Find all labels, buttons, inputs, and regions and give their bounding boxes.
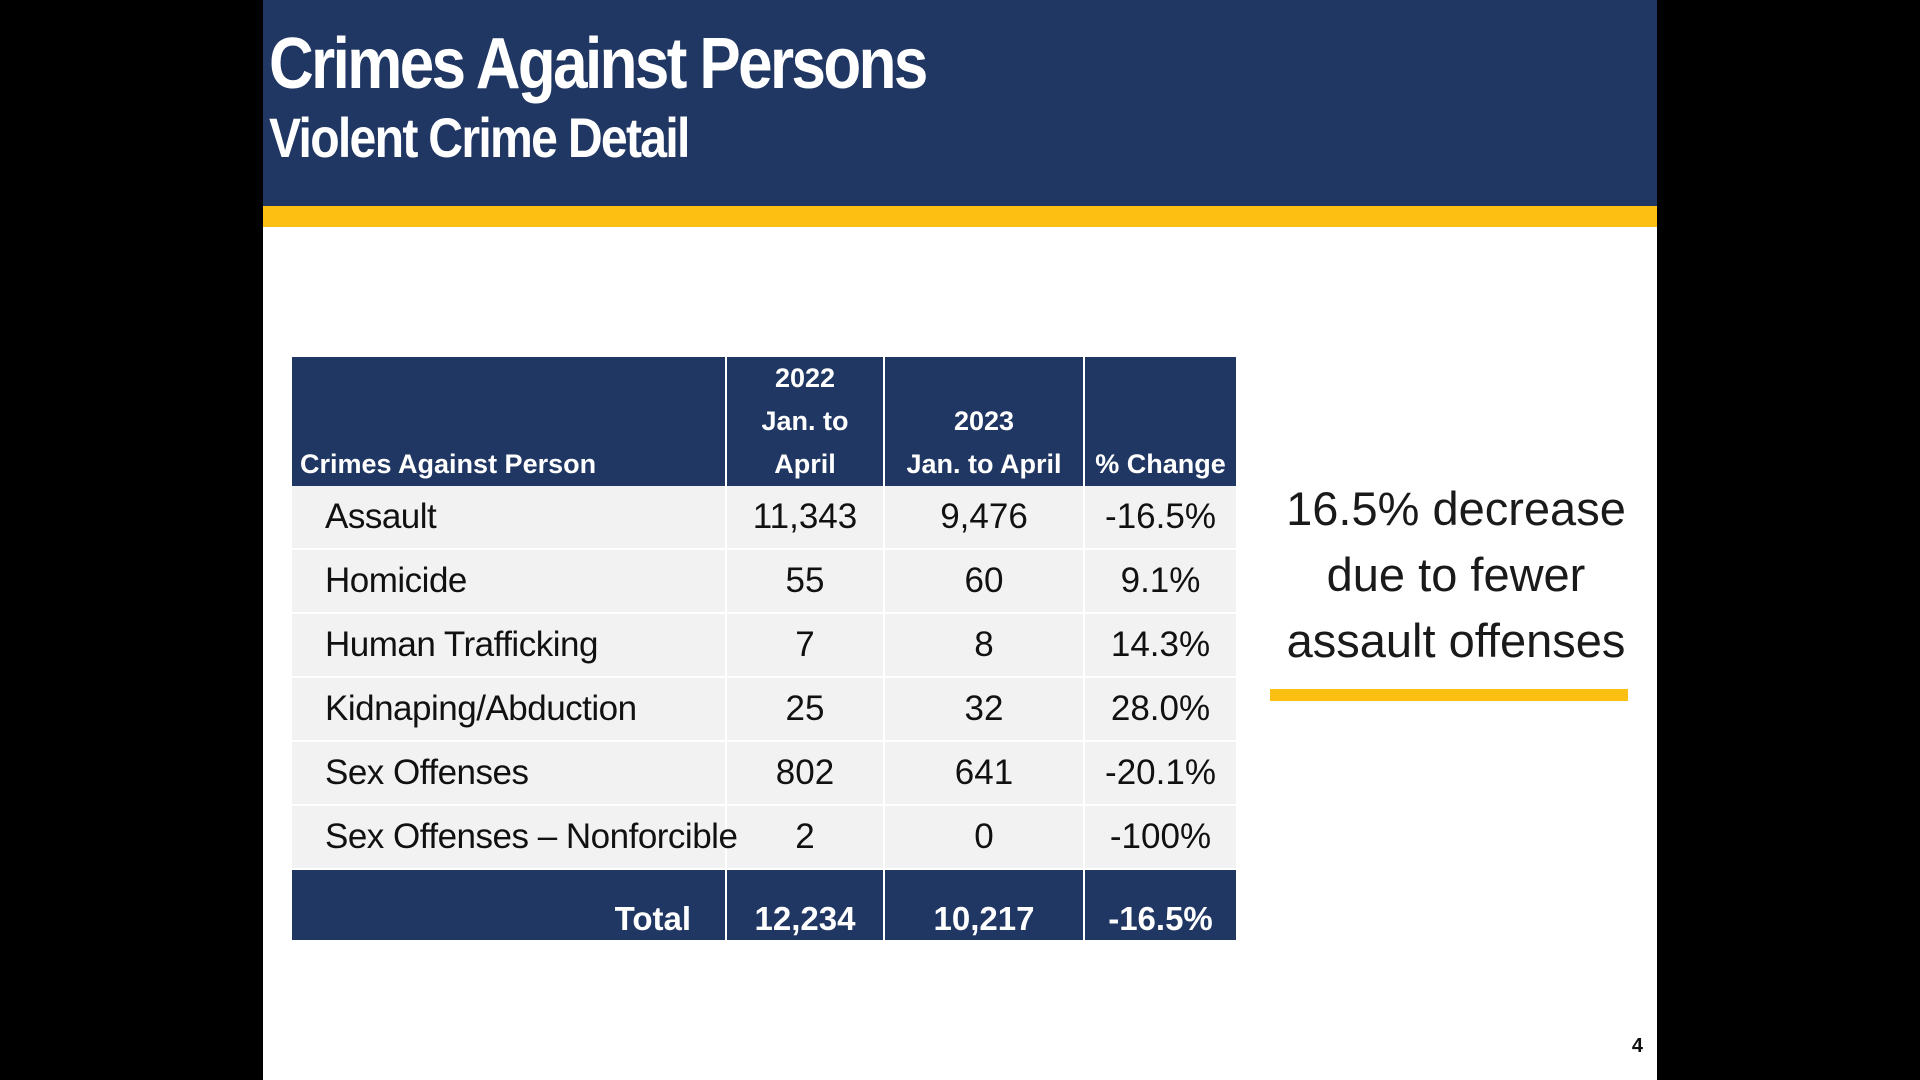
row-value-2022: 11,343 [726,486,885,550]
slide-subtitle: Violent Crime Detail [269,106,690,169]
table-row: Kidnaping/Abduction 25 32 28.0% [292,677,1236,742]
table-row: Human Trafficking 7 8 14.3% [292,613,1236,678]
header-2022: 2022 Jan. to April [726,357,885,486]
row-label: Human Trafficking [292,613,727,678]
row-label: Sex Offenses [292,741,727,806]
header-2022-year: 2022 [774,363,836,393]
row-change: 28.0% [1084,677,1236,742]
row-label: Assault [292,486,727,550]
header-2023: 2023 Jan. to April [884,357,1085,486]
table-total-row: Total 12,234 10,217 -16.5% [292,869,1236,940]
callout: 16.5% decrease due to fewer assault offe… [1271,476,1641,674]
total-value-2023: 10,217 [884,869,1085,940]
callout-line-3: assault offenses [1286,614,1626,667]
callout-line-1: 16.5% decrease [1286,482,1626,535]
slide-header: Crimes Against Persons Violent Crime Det… [263,0,1657,206]
total-value-2022: 12,234 [726,869,885,940]
total-change: -16.5% [1084,869,1236,940]
row-value-2022: 55 [726,549,885,614]
row-value-2023: 8 [884,613,1085,678]
header-2022-period-line2: April [774,449,836,479]
row-change: -100% [1084,805,1236,870]
row-change: 14.3% [1084,613,1236,678]
slide: Crimes Against Persons Violent Crime Det… [263,0,1657,1080]
row-value-2022: 7 [726,613,885,678]
row-change: 9.1% [1084,549,1236,614]
callout-underline [1270,689,1628,701]
header-category: Crimes Against Person [292,357,727,486]
row-value-2023: 0 [884,805,1085,870]
row-value-2023: 32 [884,677,1085,742]
header-2023-period: Jan. to April [906,449,1062,479]
header-2023-year: 2023 [953,406,1015,436]
table-row: Sex Offenses – Nonforcible 2 0 -100% [292,805,1236,870]
row-value-2022: 25 [726,677,885,742]
header-accent-bar [263,206,1657,227]
row-label: Kidnaping/Abduction [292,677,727,742]
row-value-2022: 2 [726,805,885,870]
page-number: 4 [1631,1035,1643,1057]
table-header-row: Crimes Against Person 2022 Jan. to April… [292,357,1236,486]
total-label: Total [292,869,727,940]
row-label: Homicide [292,549,727,614]
header-2022-period-line1: Jan. to [761,406,849,436]
table-row: Homicide 55 60 9.1% [292,549,1236,614]
row-change: -16.5% [1084,486,1236,550]
table-row: Assault 11,343 9,476 -16.5% [292,486,1236,550]
callout-line-2: due to fewer [1326,548,1586,601]
row-label: Sex Offenses – Nonforcible [292,805,738,870]
table-row: Sex Offenses 802 641 -20.1% [292,741,1236,806]
header-change: % Change [1084,357,1236,486]
slide-title: Crimes Against Persons [269,24,928,104]
row-value-2023: 60 [884,549,1085,614]
row-change: -20.1% [1084,741,1236,806]
row-value-2023: 9,476 [884,486,1085,550]
row-value-2022: 802 [726,741,885,806]
crimes-table: Crimes Against Person 2022 Jan. to April… [292,357,1236,940]
row-value-2023: 641 [884,741,1085,806]
